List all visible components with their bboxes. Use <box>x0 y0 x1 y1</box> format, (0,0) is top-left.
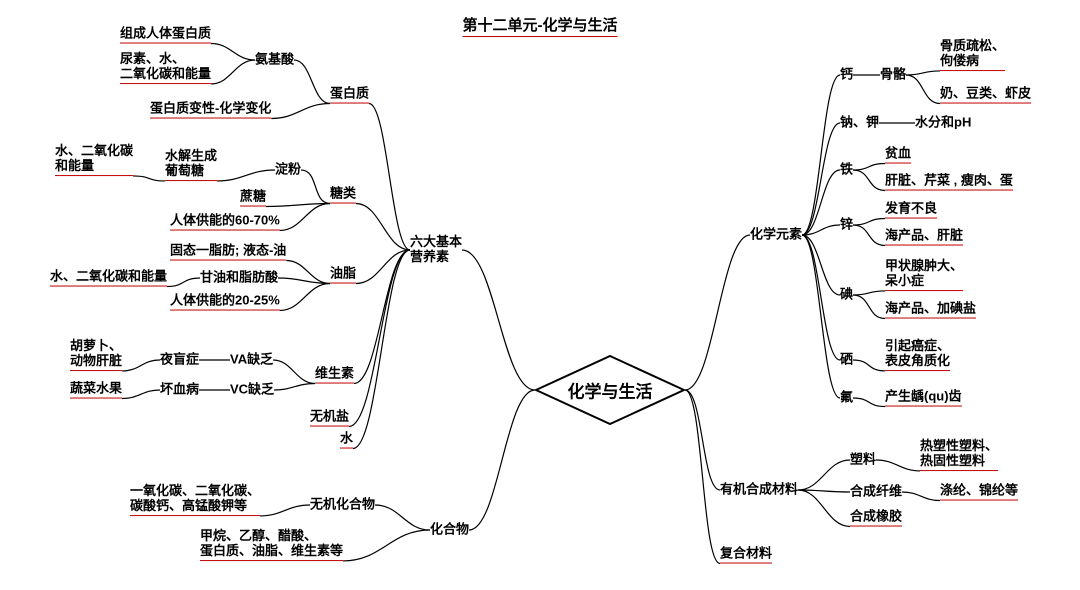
node-r_se1: 引起癌症、 表皮角质化 <box>885 339 950 371</box>
node-l_starch1: 水解生成 葡萄糖 <box>165 149 217 181</box>
node-l_sugar: 糖类 <box>330 187 356 204</box>
node-l_vit: 维生素 <box>315 367 354 384</box>
node-l_hub: 六大基本 营养素 <box>410 235 462 265</box>
node-l_starch2: 水、二氧化碳 和能量 <box>55 144 133 176</box>
node-r_zn: 锌 <box>840 218 853 233</box>
node-r_plast: 塑料 <box>850 453 876 468</box>
node-l_inorg1: 一氧化碳、二氧化碳、 碳酸钙、高锰酸钾等 <box>130 484 260 516</box>
node-r_f: 氟 <box>840 391 853 406</box>
node-r_ca: 钙 <box>840 68 853 83</box>
node-r_fe2: 肝脏、芹菜 , 瘦肉、蛋 <box>885 174 1013 191</box>
node-l_starch: 淀粉 <box>275 163 301 178</box>
node-r_fib: 合成纤维 <box>850 485 902 500</box>
node-r_fe: 铁 <box>840 163 853 178</box>
node-l_comp: 化合物 <box>430 523 469 538</box>
node-r_elem: 化学元素 <box>750 228 802 243</box>
node-r_zn2: 海产品、肝脏 <box>885 229 963 246</box>
node-r_fe1: 贫血 <box>885 147 911 164</box>
node-l_sugar3: 人体供能的60-70% <box>170 214 280 231</box>
node-l_salt: 无机盐 <box>310 410 349 427</box>
node-r_syn: 有机合成材料 <box>720 483 798 498</box>
node-l_oil1: 固态一脂肪; 液态-油 <box>170 244 286 261</box>
node-r_i1: 甲状腺肿大、 呆小症 <box>885 259 963 291</box>
node-r_rub: 合成橡胶 <box>850 510 902 527</box>
node-r_comb: 复合材料 <box>720 547 772 564</box>
node-r_f1: 产生龋(qu)齿 <box>885 390 962 407</box>
node-l_aa: 氨基酸 <box>255 53 294 68</box>
node-r_i2: 海产品、加碘盐 <box>885 302 976 319</box>
node-r_zn1: 发育不良 <box>885 202 937 219</box>
node-l_aa2: 尿素、水、 二氧化碳和能量 <box>120 52 211 84</box>
node-l_org1: 甲烷、乙醇、醋酸、 蛋白质、油脂、维生素等 <box>200 529 343 561</box>
node-l_va1: 夜盲症 <box>160 353 199 368</box>
node-l_water: 水 <box>340 432 353 449</box>
node-r_plast1: 热塑性塑料、 热固性塑料 <box>920 439 998 471</box>
node-l_va: VA缺乏 <box>230 353 273 368</box>
node-l_sucrose: 蔗糖 <box>240 190 266 207</box>
node-r_i: 碘 <box>840 288 853 303</box>
page-title: 第十二单元-化学与生活 <box>463 14 618 37</box>
node-l_oil2: 甘油和脂肪酸 <box>200 271 278 286</box>
node-r_se: 硒 <box>840 353 853 368</box>
node-l_oil3: 人体供能的20-25% <box>170 294 280 311</box>
node-l_vc: VC缺乏 <box>230 383 274 398</box>
node-r_na: 钠、钾 <box>840 116 879 131</box>
node-l_aa1: 组成人体蛋白质 <box>120 27 211 44</box>
node-l_prot2: 蛋白质变性-化学变化 <box>150 102 271 119</box>
node-r_ca1a: 骨质疏松、 佝偻病 <box>940 39 1005 71</box>
root-node: 化学与生活 <box>535 355 685 425</box>
node-r_na1: 水分和pH <box>915 116 971 131</box>
node-l_prot: 蛋白质 <box>330 87 369 104</box>
node-l_inorg: 无机化合物 <box>310 498 375 513</box>
node-l_vc2: 蔬菜水果 <box>70 382 122 399</box>
node-r_ca1b: 奶、豆类、虾皮 <box>940 87 1031 104</box>
node-r_ca1: 骨骼 <box>880 68 906 83</box>
node-l_oil2b: 水、二氧化碳和能量 <box>50 270 167 287</box>
mindmap-canvas: 第十二单元-化学与生活 化学与生活 六大基本 营养素 蛋白质 氨基酸 组成人体蛋白质尿… <box>0 0 1080 590</box>
node-l_va2: 胡萝卜、 动物肝脏 <box>70 339 122 371</box>
node-l_vc1: 坏血病 <box>160 383 199 398</box>
node-r_fib1: 涤纶、锦纶等 <box>940 484 1018 501</box>
root-label: 化学与生活 <box>568 378 653 403</box>
node-l_oil: 油脂 <box>330 267 356 284</box>
